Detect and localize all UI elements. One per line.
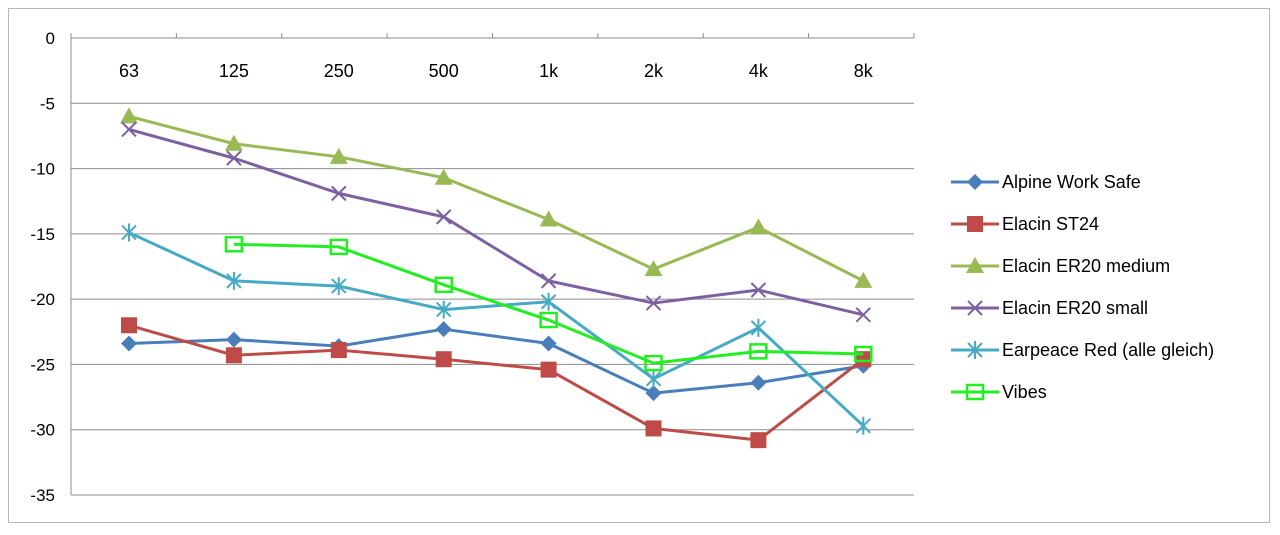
data-point (224, 236, 244, 253)
y-tick-label: 0 (46, 29, 55, 48)
data-point (854, 271, 873, 288)
legend-label: Vibes (1002, 382, 1047, 402)
x-tick-label: 63 (119, 61, 139, 81)
x-tick-label: 8k (854, 61, 874, 81)
legend-marker (967, 341, 983, 359)
data-point (644, 354, 663, 372)
data-point (226, 271, 242, 290)
x-tick-label: 250 (324, 61, 354, 81)
legend-marker (967, 174, 983, 190)
data-point (645, 369, 662, 388)
legend-entry: Earpeace Red (alle gleich) (951, 340, 1214, 360)
series-layer (120, 107, 873, 449)
data-point (750, 374, 767, 391)
legend-label: Elacin ST24 (1002, 214, 1099, 234)
data-point (330, 342, 347, 359)
series-elacin-er20-small (121, 121, 872, 323)
series-line (128, 231, 865, 427)
data-point (539, 210, 558, 227)
data-point (645, 295, 662, 311)
legend-label: Elacin ER20 medium (1002, 256, 1170, 276)
data-point (750, 432, 767, 449)
gridlines (70, 37, 914, 496)
legend-label: Earpeace Red (alle gleich) (1002, 340, 1214, 360)
data-point (225, 331, 242, 348)
series-line (128, 114, 864, 283)
data-point (435, 321, 452, 338)
x-axis-ticks: 63 125 250 500 1k 2k 4k 8k (70, 33, 915, 81)
series-line (128, 127, 864, 317)
legend-entry: Elacin ER20 small (951, 298, 1148, 318)
x-tick-label: 1k (539, 61, 559, 81)
data-point (121, 121, 137, 138)
data-point (225, 347, 242, 364)
data-point (331, 185, 347, 202)
y-tick-label: -20 (30, 290, 55, 309)
data-point (749, 218, 768, 235)
data-point (645, 420, 662, 437)
legend: Alpine Work Safe Elacin ST24 Elacin ER20 m… (951, 172, 1214, 402)
data-point (644, 260, 663, 277)
data-point (855, 307, 872, 323)
legend-marker (967, 300, 983, 316)
legend-entry: Vibes (951, 382, 1047, 402)
data-point (435, 209, 452, 225)
data-point (121, 335, 137, 352)
x-tick-label: 125 (219, 61, 249, 81)
data-point (329, 238, 349, 256)
data-point (224, 134, 243, 151)
series-vibes (224, 236, 873, 372)
data-point (434, 276, 453, 294)
x-tick-label: 2k (644, 61, 664, 81)
series-line (128, 323, 865, 442)
y-axis-ticks: 0 -5 -10 -15 -20 -25 -30 -35 (30, 29, 55, 505)
data-point (750, 318, 767, 337)
data-point (540, 361, 557, 378)
series-elacin-er20-medium (120, 107, 873, 288)
data-point (434, 168, 453, 185)
data-point (854, 345, 873, 363)
legend-marker (966, 257, 984, 273)
data-point (540, 292, 557, 311)
y-tick-label: -30 (30, 421, 55, 440)
data-point (750, 282, 767, 298)
y-tick-label: -10 (30, 160, 55, 179)
line-chart: 0 -5 -10 -15 -20 -25 -30 -35 63 125 250 500 1k 2k 4k 8… (30, 29, 1214, 505)
data-point (120, 107, 138, 124)
y-tick-label: -15 (30, 225, 55, 244)
x-tick-label: 4k (749, 61, 769, 81)
data-point (539, 311, 558, 329)
data-point (749, 343, 768, 360)
data-point (645, 385, 662, 402)
series-elacin-st24 (121, 317, 872, 449)
legend-label: Elacin ER20 small (1002, 298, 1148, 318)
data-point (121, 223, 137, 242)
data-point (329, 147, 348, 164)
data-point (121, 317, 137, 334)
y-tick-label: -25 (30, 355, 55, 374)
data-point (331, 277, 347, 296)
data-point (435, 351, 452, 368)
x-tick-label: 500 (429, 61, 459, 81)
legend-marker (965, 383, 985, 401)
legend-entry: Elacin ST24 (951, 214, 1099, 234)
y-tick-label: -5 (40, 94, 55, 113)
data-point (540, 273, 557, 289)
legend-label: Alpine Work Safe (1002, 172, 1141, 192)
series-line (128, 327, 864, 395)
data-point (855, 416, 872, 435)
data-point (226, 150, 242, 166)
chart-frame: 0 -5 -10 -15 -20 -25 -30 -35 63 125 250 500 1k 2k 4k 8… (8, 8, 1270, 523)
legend-entry: Elacin ER20 medium (951, 256, 1170, 276)
series-earpeace-red-alle-gleich (121, 223, 872, 435)
data-point (540, 335, 557, 352)
legend-entry: Alpine Work Safe (951, 172, 1141, 192)
series-line (233, 242, 864, 365)
y-tick-label: -35 (30, 486, 55, 505)
legend-marker (967, 216, 983, 232)
data-point (435, 300, 452, 319)
